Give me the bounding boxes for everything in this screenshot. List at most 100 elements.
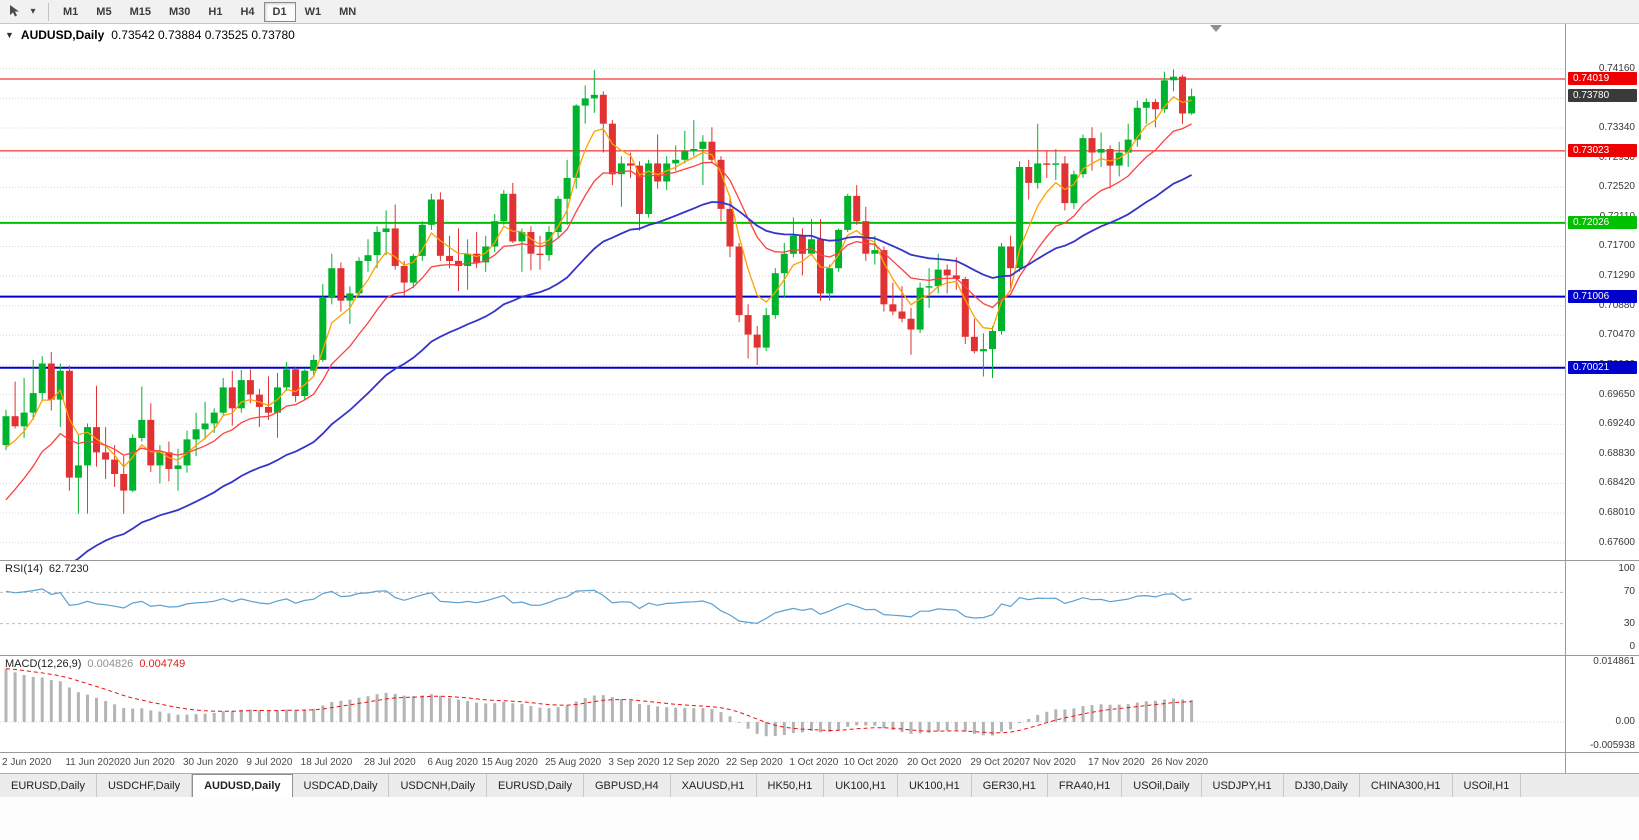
macd-main-value: 0.004826	[87, 658, 133, 670]
rsi-tick-label: 70	[1624, 586, 1635, 598]
timeframe-button-MN[interactable]: MN	[330, 2, 365, 22]
candle	[220, 378, 227, 416]
candle	[57, 364, 64, 428]
chart-tab-UK100-H1[interactable]: UK100,H1	[824, 774, 898, 797]
candle	[681, 131, 688, 164]
date-tick-label: 28 Jul 2020	[364, 757, 416, 768]
date-tick-label: 10 Oct 2020	[844, 757, 898, 768]
candle	[1107, 145, 1114, 188]
candle	[30, 360, 37, 420]
rsi-axis[interactable]: 10070300	[1565, 561, 1639, 655]
chart-tab-XAUUSD-H1[interactable]: XAUUSD,H1	[671, 774, 757, 797]
chart-tab-DJ30-Daily[interactable]: DJ30,Daily	[1284, 774, 1360, 797]
candle	[102, 427, 109, 479]
rsi-canvas[interactable]	[0, 561, 1565, 655]
chart-tab-CHINA300-H1[interactable]: CHINA300,H1	[1360, 774, 1453, 797]
mt4-window: ▾ M1M5M15M30H1H4D1W1MN 0.741600.737500.7…	[0, 0, 1639, 840]
candle	[428, 194, 435, 230]
candle	[129, 434, 136, 492]
chart-tab-GER30-H1[interactable]: GER30,H1	[972, 774, 1048, 797]
chart-tab-USDCAD-Daily[interactable]: USDCAD,Daily	[293, 774, 390, 797]
candle	[754, 326, 761, 365]
timeframe-button-H1[interactable]: H1	[199, 2, 231, 22]
date-tick-label: 25 Aug 2020	[545, 757, 601, 768]
candle	[455, 228, 462, 291]
chart-tab-bar: EURUSD,DailyUSDCHF,DailyAUDUSD,DailyUSDC…	[0, 773, 1639, 797]
candle	[356, 257, 363, 297]
candle	[39, 356, 46, 399]
price-tag: 0.74019	[1568, 72, 1637, 85]
candle	[165, 442, 172, 482]
candle	[337, 262, 344, 311]
macd-tick-label: 0.00	[1616, 716, 1635, 728]
candle	[1052, 149, 1059, 180]
candle	[1025, 160, 1032, 200]
candle	[328, 254, 335, 305]
chart-tab-USDCHF-Daily[interactable]: USDCHF,Daily	[97, 774, 192, 797]
candle	[1016, 161, 1023, 271]
date-tick-label: 17 Nov 2020	[1088, 757, 1145, 768]
timeframe-button-W1[interactable]: W1	[296, 2, 331, 22]
timeframe-button-M1[interactable]: M1	[54, 2, 87, 22]
candle	[582, 85, 589, 123]
candle	[1043, 151, 1050, 178]
candle	[537, 236, 544, 270]
macd-label: MACD(12,26,9)	[5, 658, 81, 670]
price-tick-label: 0.69240	[1599, 418, 1635, 430]
candle	[527, 226, 534, 270]
price-tick-label: 0.69650	[1599, 389, 1635, 401]
timeframe-button-D1[interactable]: D1	[264, 2, 296, 22]
symbol-dropdown-icon[interactable]: ▼	[5, 30, 14, 40]
cursor-tool-button[interactable]	[3, 2, 23, 22]
candle	[437, 192, 444, 261]
date-tick-label: 3 Sep 2020	[608, 757, 659, 768]
timeframe-button-M15[interactable]: M15	[121, 2, 160, 22]
timeframe-button-M30[interactable]: M30	[160, 2, 199, 22]
date-tick-label: 1 Oct 2020	[789, 757, 838, 768]
chart-ohlc-values: 0.73542 0.73884 0.73525 0.73780	[111, 28, 295, 42]
toolbar-dropdown-button[interactable]: ▾	[23, 2, 43, 22]
rsi-title: RSI(14) 62.7230	[5, 563, 89, 575]
candle	[365, 239, 372, 271]
candle	[292, 366, 299, 401]
candle	[699, 135, 706, 185]
price-tick-label: 0.68830	[1599, 448, 1635, 460]
candle	[645, 160, 652, 218]
timeframe-button-H4[interactable]: H4	[231, 2, 263, 22]
chart-tab-EURUSD-Daily[interactable]: EURUSD,Daily	[487, 774, 584, 797]
candle	[736, 243, 743, 322]
price-axis[interactable]: 0.741600.737500.733400.729300.725200.721…	[1565, 24, 1639, 560]
main-chart-canvas[interactable]	[0, 24, 1565, 560]
candle	[690, 120, 697, 156]
chart-tab-USDJPY-H1[interactable]: USDJPY,H1	[1202, 774, 1284, 797]
timeframe-button-M5[interactable]: M5	[87, 2, 120, 22]
chart-tab-FRA40-H1[interactable]: FRA40,H1	[1048, 774, 1122, 797]
candle	[283, 362, 290, 391]
candle	[1179, 75, 1186, 124]
candle	[926, 268, 933, 308]
macd-canvas[interactable]	[0, 656, 1565, 752]
chart-tab-HK50-H1[interactable]: HK50,H1	[757, 774, 825, 797]
date-tick-label: 22 Sep 2020	[726, 757, 783, 768]
chart-tab-EURUSD-Daily[interactable]: EURUSD,Daily	[0, 774, 97, 797]
candle	[446, 236, 453, 269]
bottom-filler	[0, 797, 1639, 840]
date-tick-label: 29 Oct 2020	[970, 757, 1024, 768]
chart-tab-USOil-H1[interactable]: USOil,H1	[1453, 774, 1522, 797]
chart-shift-marker[interactable]	[1210, 25, 1222, 32]
date-tick-label: 2 Jun 2020	[2, 757, 52, 768]
candle	[48, 352, 55, 411]
candle	[546, 226, 553, 261]
chart-tab-USOil-Daily[interactable]: USOil,Daily	[1122, 774, 1201, 797]
macd-tick-label: -0.005938	[1590, 740, 1635, 752]
macd-axis[interactable]: 0.0148610.00-0.005938	[1565, 656, 1639, 752]
chart-tab-UK100-H1[interactable]: UK100,H1	[898, 774, 972, 797]
chart-tab-USDCNH-Daily[interactable]: USDCNH,Daily	[389, 774, 487, 797]
price-tick-label: 0.71700	[1599, 240, 1635, 252]
chart-tab-AUDUSD-Daily[interactable]: AUDUSD,Daily	[192, 774, 292, 797]
candle	[636, 161, 643, 230]
chart-tab-GBPUSD-H4[interactable]: GBPUSD,H4	[584, 774, 671, 797]
candle	[3, 410, 10, 451]
date-axis[interactable]: 2 Jun 202011 Jun 202020 Jun 202030 Jun 2…	[0, 753, 1639, 773]
candle	[853, 185, 860, 225]
